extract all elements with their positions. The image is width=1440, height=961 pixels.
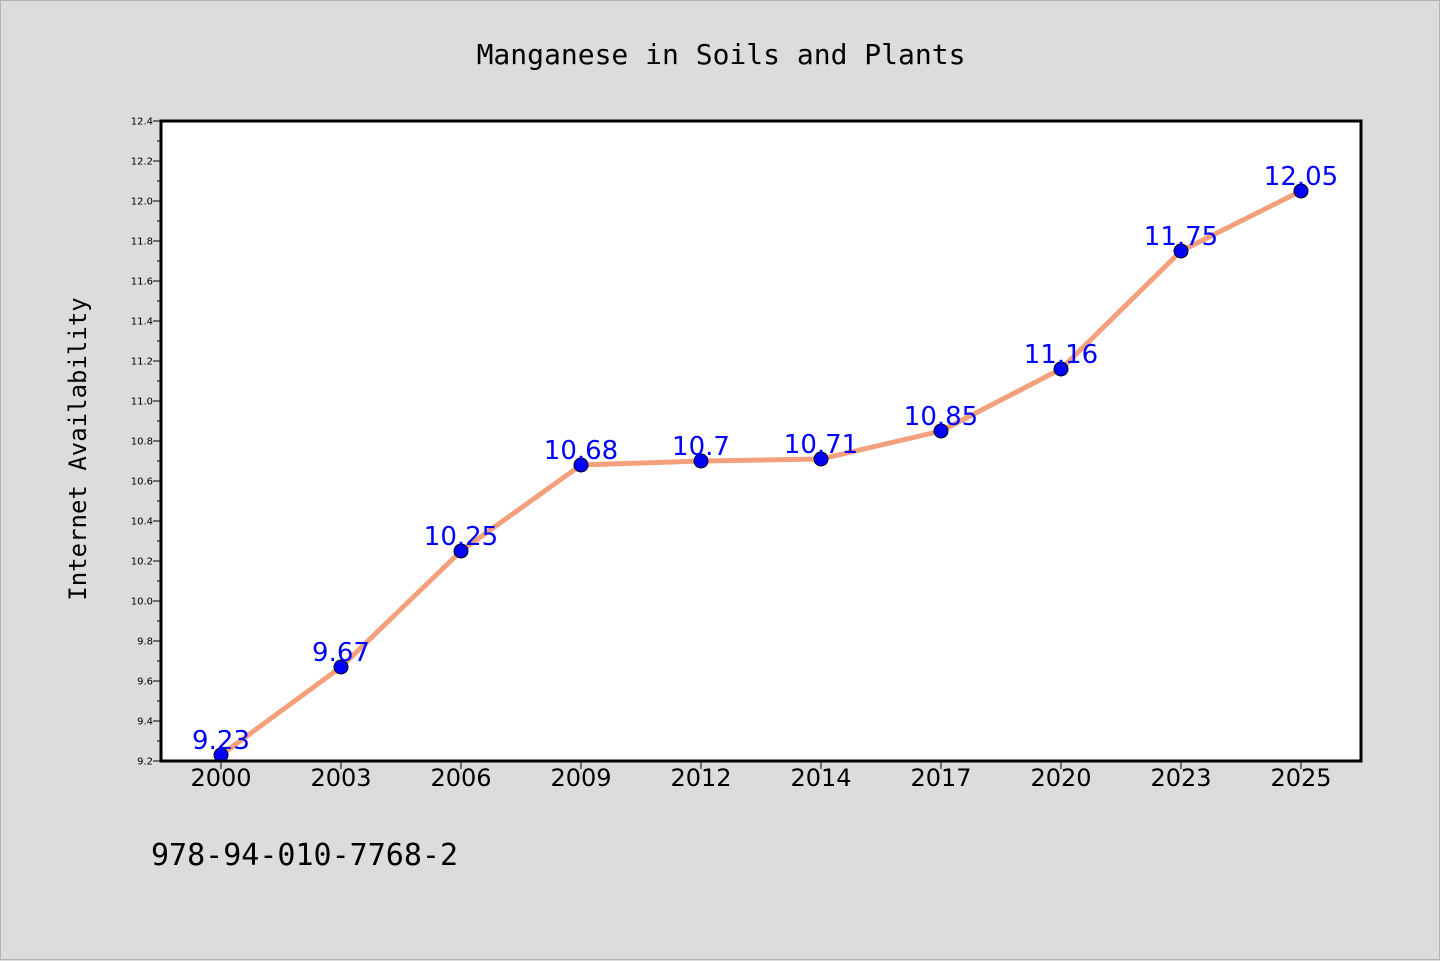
y-tick-label: 12.4	[131, 117, 153, 128]
y-tick-label: 9.2	[137, 757, 153, 768]
chart-title: Manganese in Soils and Plants	[477, 38, 966, 71]
data-label: 10.85	[904, 402, 978, 432]
data-point	[1053, 361, 1069, 377]
x-tick-label: 2000	[190, 764, 251, 792]
data-label: 9.67	[312, 638, 370, 668]
y-tick-label: 12.0	[131, 197, 153, 208]
x-tick-label: 2014	[790, 764, 851, 792]
x-tick-label: 2023	[1150, 764, 1211, 792]
x-axis-ticks: 2000 2003 2006 2009 2012 2014 2017 2020 2023 2025	[190, 761, 1332, 792]
data-point	[813, 451, 829, 467]
x-tick-label: 2020	[1030, 764, 1091, 792]
y-tick-label: 11.4	[131, 317, 153, 328]
x-tick-label: 2009	[550, 764, 611, 792]
y-tick-label: 12.2	[131, 157, 153, 168]
y-tick-label: 11.8	[131, 237, 153, 248]
data-point	[1293, 183, 1309, 199]
y-tick-label: 10.0	[131, 597, 153, 608]
y-tick-label: 11.0	[131, 397, 153, 408]
data-label: 10.68	[544, 436, 618, 466]
data-point	[693, 453, 709, 469]
data-point	[333, 659, 349, 675]
y-tick-label: 10.8	[131, 437, 153, 448]
y-tick-label: 11.6	[131, 277, 153, 288]
data-point	[573, 457, 589, 473]
x-tick-label: 2012	[670, 764, 731, 792]
x-tick-label: 2017	[910, 764, 971, 792]
data-point	[933, 423, 949, 439]
plot-area	[161, 121, 1361, 761]
y-tick-label: 10.6	[131, 477, 153, 488]
plot-frame	[159, 119, 1363, 763]
footer-text: 978-94-010-7768-2	[151, 838, 458, 873]
x-tick-label: 2025	[1270, 764, 1331, 792]
series-line	[218, 188, 1304, 758]
y-tick-label: 10.4	[131, 517, 153, 528]
data-series: 9.23 9.67 10.25 10.68 10.7 10.71 10.85 11.16 11.…	[192, 162, 1338, 763]
y-axis-label: Internet Availability	[64, 297, 92, 600]
data-label: 9.23	[192, 726, 250, 756]
y-tick-label: 9.4	[137, 717, 153, 728]
data-label: 10.25	[424, 522, 498, 552]
y-axis-ticks: 9.2 9.4 9.6 9.8 10.0 10.2 10.4 10.6 10.8 11.0 11.2…	[131, 117, 161, 768]
y-tick-label: 9.8	[137, 637, 153, 648]
data-label: 11.75	[1144, 222, 1218, 252]
data-label: 12.05	[1264, 162, 1338, 192]
data-label: 10.71	[784, 430, 858, 460]
data-label: 10.7	[672, 432, 730, 462]
data-label: 11.16	[1024, 340, 1098, 370]
x-tick-label: 2003	[310, 764, 371, 792]
data-point	[1173, 243, 1189, 259]
y-tick-label: 11.2	[131, 357, 153, 368]
y-tick-label: 10.2	[131, 557, 153, 568]
x-tick-label: 2006	[430, 764, 491, 792]
data-point	[453, 543, 469, 559]
y-tick-label: 9.6	[137, 677, 153, 688]
